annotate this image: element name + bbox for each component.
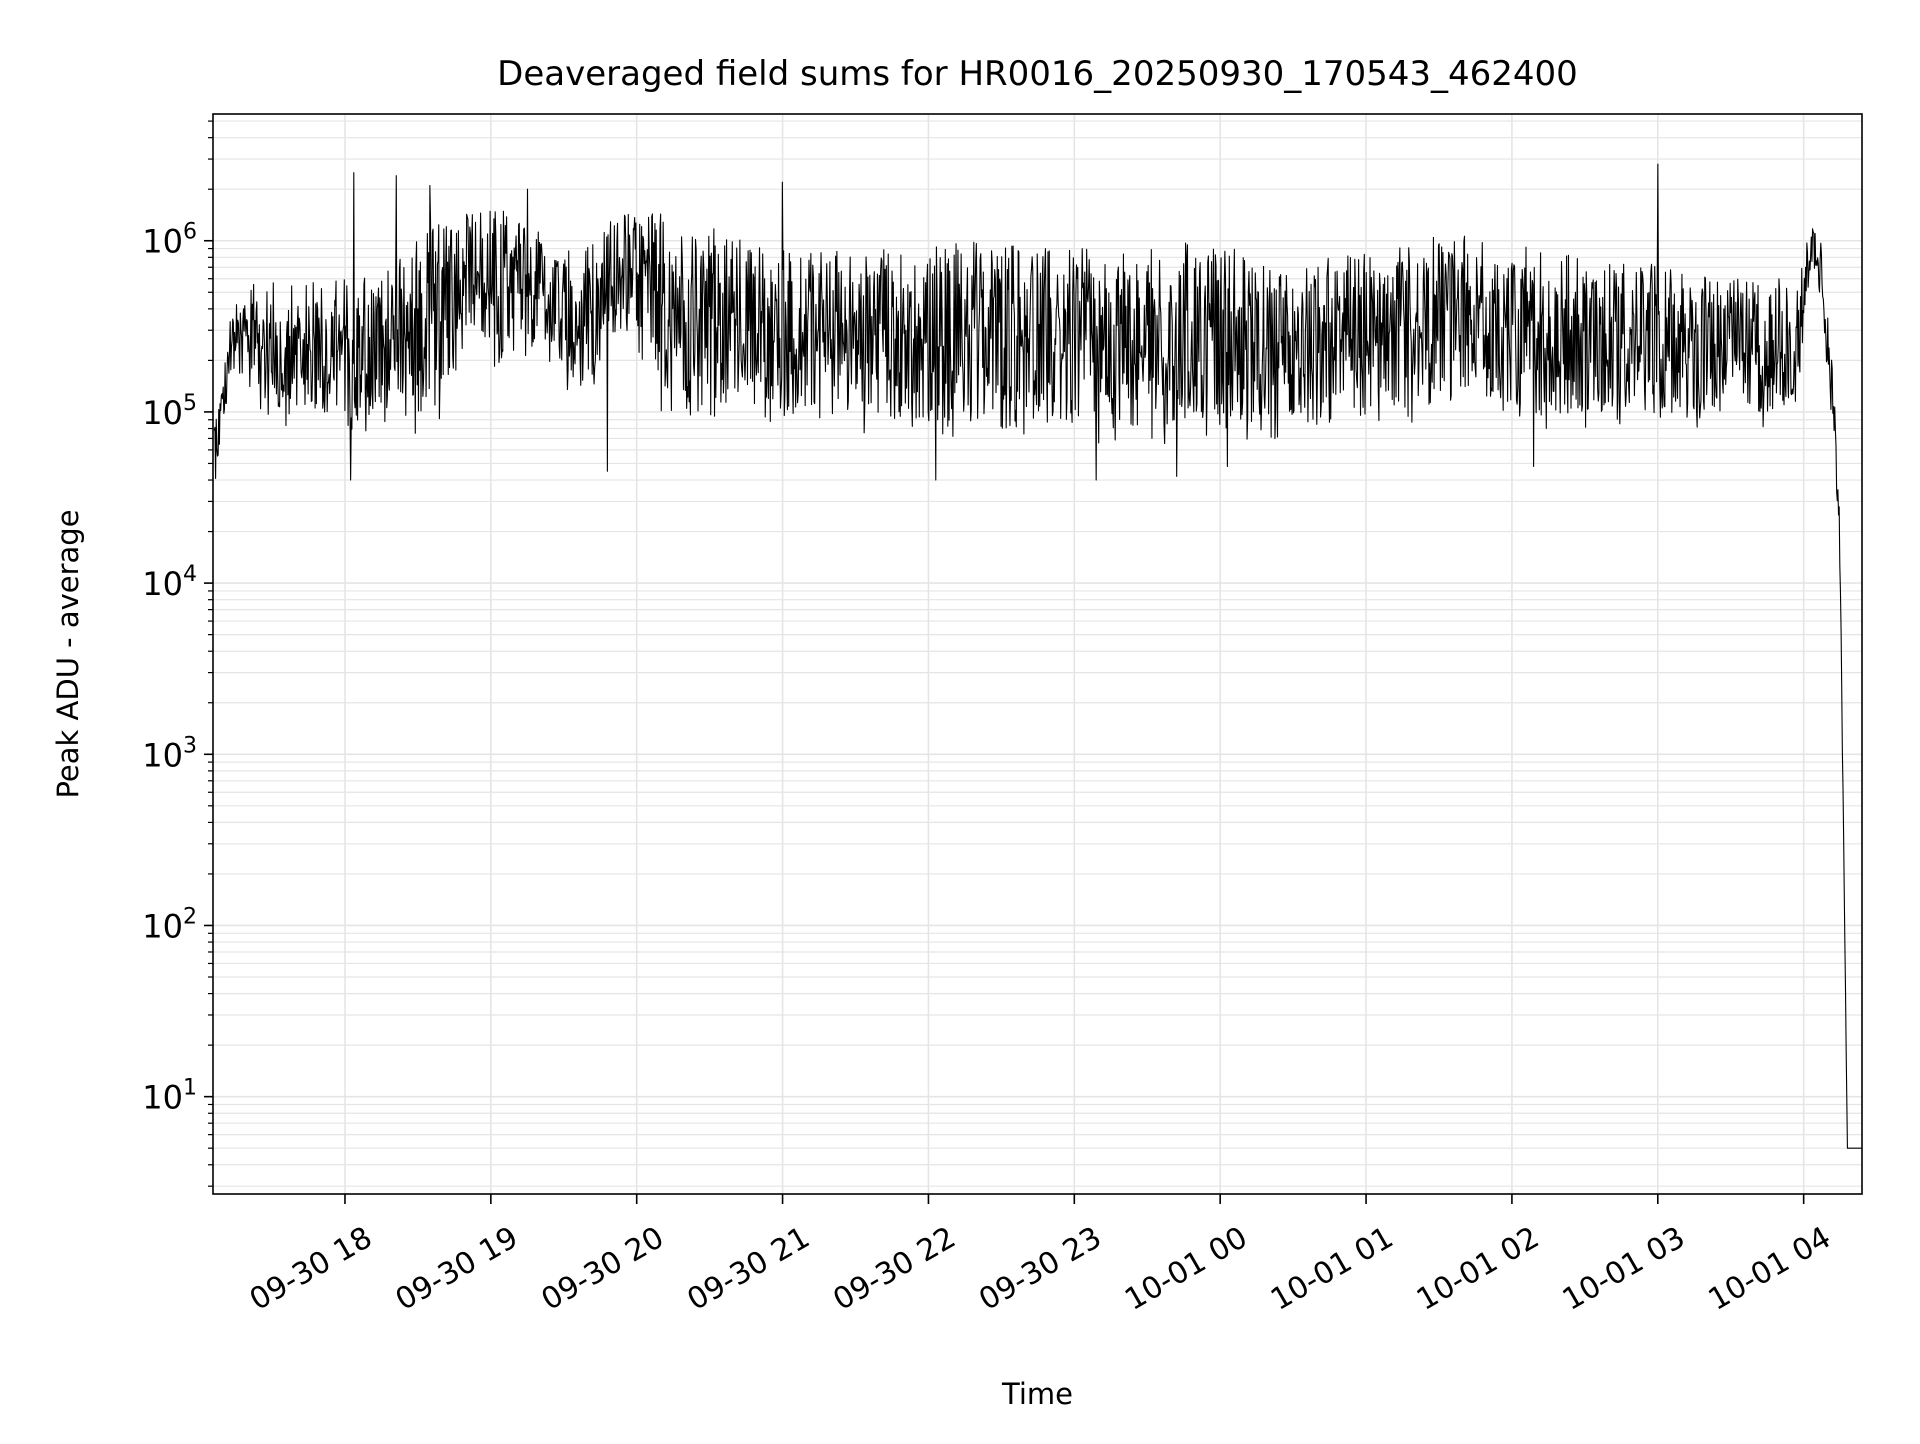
plot-frame <box>212 113 1863 1195</box>
y-tick-label: 102 <box>142 904 197 945</box>
chart-title: Deaveraged field sums for HR0016_2025093… <box>497 54 1578 94</box>
x-axis-label: Time <box>1001 1377 1073 1411</box>
y-axis-ticks: 101 102 103 104 105 106 <box>142 120 213 1187</box>
y-tick-label: 106 <box>142 220 197 261</box>
series-trace <box>213 163 1862 1149</box>
y-tick-label: 103 <box>142 733 197 774</box>
y-axis-label: Peak ADU - average <box>51 509 85 798</box>
y-tick-label: 105 <box>142 391 197 432</box>
y-tick-label: 104 <box>142 562 197 603</box>
grid <box>213 114 1862 1194</box>
y-tick-label: 101 <box>142 1076 197 1117</box>
series-line <box>213 163 1862 1149</box>
